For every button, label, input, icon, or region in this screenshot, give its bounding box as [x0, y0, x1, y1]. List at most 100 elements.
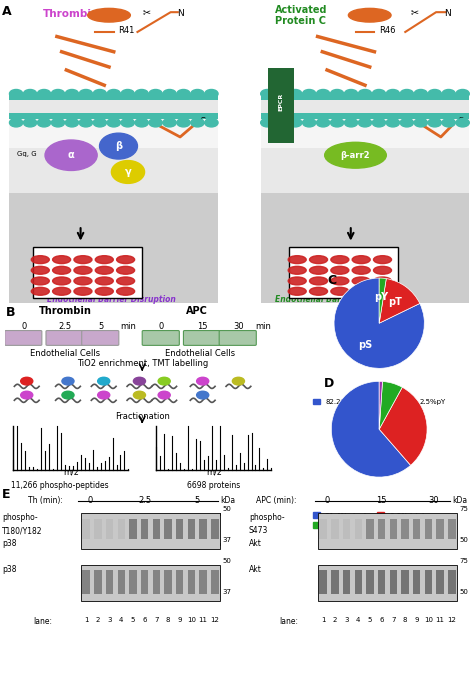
Text: 6: 6 — [142, 616, 147, 622]
Ellipse shape — [53, 277, 71, 285]
Circle shape — [51, 90, 64, 98]
FancyBboxPatch shape — [5, 330, 42, 345]
Ellipse shape — [374, 266, 392, 274]
Text: Gq, G: Gq, G — [17, 150, 36, 157]
Bar — [261, 117, 469, 148]
Circle shape — [442, 118, 456, 127]
Ellipse shape — [74, 287, 92, 295]
Bar — [82, 570, 90, 594]
Text: Thrombin: Thrombin — [43, 9, 99, 19]
Text: 37: 37 — [223, 537, 232, 543]
Bar — [268, 68, 294, 143]
Text: Endothelial Cells: Endothelial Cells — [30, 349, 100, 358]
Ellipse shape — [95, 256, 113, 263]
Circle shape — [121, 118, 134, 127]
Circle shape — [205, 118, 218, 127]
Circle shape — [149, 118, 162, 127]
Circle shape — [21, 391, 33, 399]
Ellipse shape — [352, 287, 370, 295]
Circle shape — [23, 90, 36, 98]
Text: Endothelial Cells: Endothelial Cells — [165, 349, 235, 358]
Ellipse shape — [288, 256, 306, 263]
Text: Akt: Akt — [249, 539, 262, 548]
Text: α: α — [68, 150, 74, 160]
Text: 10: 10 — [424, 616, 433, 622]
Circle shape — [197, 378, 209, 385]
Circle shape — [317, 90, 330, 98]
Ellipse shape — [331, 256, 349, 263]
Circle shape — [274, 118, 288, 127]
Text: C: C — [327, 274, 337, 287]
Text: 8: 8 — [166, 616, 170, 622]
Circle shape — [79, 118, 92, 127]
Text: min: min — [120, 322, 137, 331]
Text: S473: S473 — [249, 526, 268, 536]
Text: 50: 50 — [460, 537, 469, 543]
Text: 5: 5 — [131, 616, 135, 622]
Ellipse shape — [331, 277, 349, 285]
Text: 4: 4 — [119, 616, 124, 622]
Circle shape — [317, 118, 330, 127]
Circle shape — [133, 391, 146, 399]
Bar — [9, 117, 218, 194]
Bar — [413, 570, 420, 594]
Text: R46: R46 — [379, 26, 396, 35]
Text: 6698 proteins: 6698 proteins — [187, 481, 240, 490]
Ellipse shape — [31, 266, 49, 274]
Circle shape — [23, 118, 36, 127]
Wedge shape — [334, 278, 424, 368]
Circle shape — [302, 118, 316, 127]
Ellipse shape — [310, 266, 328, 274]
FancyBboxPatch shape — [219, 330, 256, 345]
Bar — [331, 570, 339, 594]
Text: 15: 15 — [376, 495, 387, 505]
Ellipse shape — [74, 256, 92, 263]
Bar — [153, 570, 160, 594]
Text: B: B — [6, 306, 16, 319]
Circle shape — [345, 118, 358, 127]
Circle shape — [414, 118, 428, 127]
Ellipse shape — [117, 266, 135, 274]
Text: phospho-: phospho- — [2, 514, 38, 523]
Circle shape — [93, 118, 107, 127]
Circle shape — [261, 90, 274, 98]
Bar — [118, 519, 125, 539]
Text: 2.5: 2.5 — [59, 322, 72, 331]
Text: 50: 50 — [460, 589, 469, 594]
Ellipse shape — [374, 256, 392, 263]
Circle shape — [261, 118, 274, 127]
Circle shape — [98, 391, 110, 399]
Circle shape — [21, 378, 33, 385]
Circle shape — [386, 90, 400, 98]
Bar — [319, 570, 327, 594]
Text: min: min — [255, 322, 271, 331]
Bar — [331, 519, 339, 539]
Circle shape — [163, 118, 176, 127]
Circle shape — [400, 90, 413, 98]
Text: 4: 4 — [356, 616, 361, 622]
Ellipse shape — [53, 287, 71, 295]
Text: p38: p38 — [2, 565, 17, 574]
Circle shape — [456, 118, 469, 127]
Text: 5: 5 — [368, 616, 372, 622]
Ellipse shape — [288, 277, 306, 285]
Circle shape — [65, 118, 79, 127]
Ellipse shape — [374, 277, 392, 285]
Text: 50: 50 — [223, 558, 232, 564]
Bar — [378, 519, 385, 539]
Circle shape — [37, 118, 51, 127]
Bar — [425, 570, 432, 594]
Text: C: C — [457, 117, 463, 127]
Circle shape — [345, 90, 358, 98]
Bar — [261, 113, 469, 119]
Wedge shape — [379, 382, 383, 430]
Text: 0: 0 — [324, 495, 330, 505]
Bar — [401, 570, 409, 594]
Text: kDa: kDa — [220, 495, 236, 505]
Bar — [94, 570, 102, 594]
Text: 2: 2 — [333, 616, 337, 622]
Bar — [106, 570, 113, 594]
Bar — [211, 570, 219, 594]
Text: Endothelial Barrier Disruption: Endothelial Barrier Disruption — [47, 295, 176, 304]
Text: β-arr2: β-arr2 — [341, 150, 370, 160]
